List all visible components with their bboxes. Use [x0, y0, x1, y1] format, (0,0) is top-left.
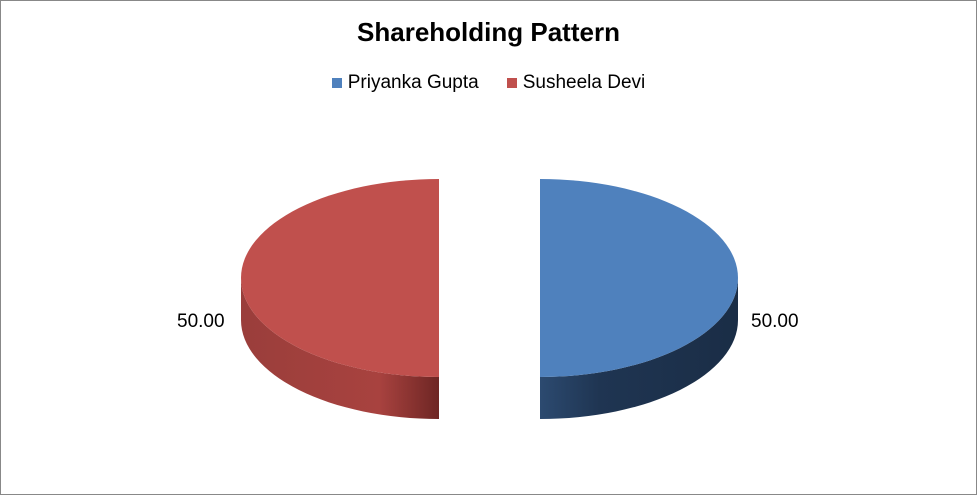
pie-slice [241, 179, 439, 377]
legend: Priyanka Gupta Susheela Devi [1, 72, 976, 94]
legend-item: Priyanka Gupta [331, 72, 479, 94]
legend-label: Susheela Devi [522, 72, 646, 93]
data-label: 50.00 [751, 311, 799, 332]
legend-item: Susheela Devi [506, 72, 646, 94]
legend-swatch [506, 78, 517, 88]
pie-slice-side [241, 278, 439, 419]
chart-title: Shareholding Pattern [357, 17, 620, 47]
data-label: 50.00 [177, 311, 225, 332]
pie-slice [540, 179, 738, 377]
legend-swatch [331, 78, 342, 88]
legend-label: Priyanka Gupta [347, 72, 479, 93]
pie-slice-side [540, 278, 738, 419]
